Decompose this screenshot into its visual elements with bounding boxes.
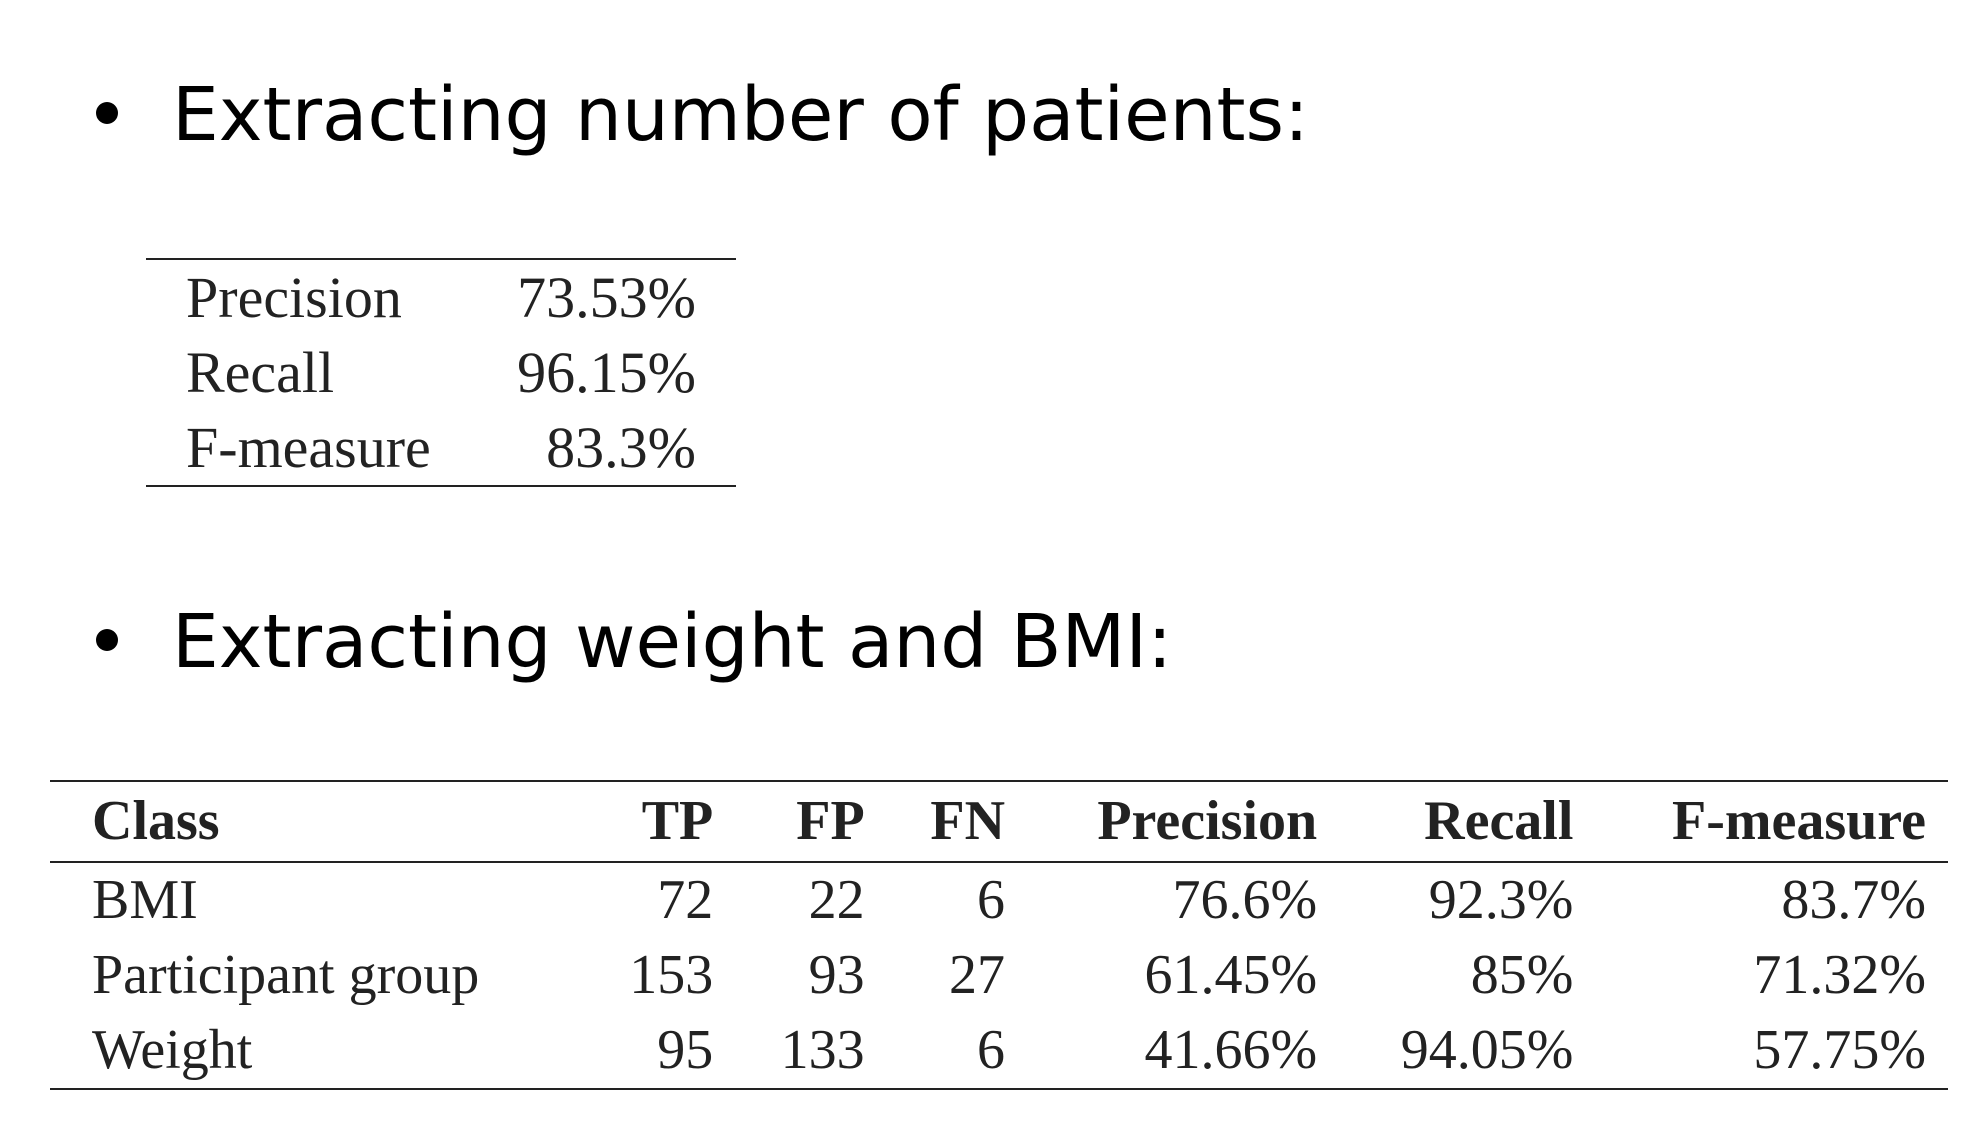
table-row: Weight 95 133 6 41.66% 94.05% 57.75% <box>50 1013 1948 1089</box>
bullet-weight-bmi: Extracting weight and BMI: <box>96 605 1172 679</box>
cell-recall: 94.05% <box>1400 1019 1574 1081</box>
weight-bmi-table: Class TP FP FN Precision Recall F-measur… <box>50 780 1948 1090</box>
bullet-text: Extracting weight and BMI: <box>172 599 1173 685</box>
metric-value: 96.15% <box>517 340 696 405</box>
metric-label: F-measure <box>186 415 431 480</box>
cell-fp: 133 <box>780 1019 865 1081</box>
cell-precision: 61.45% <box>1144 944 1318 1006</box>
header-recall: Recall <box>1339 781 1596 863</box>
header-class: Class <box>50 781 584 863</box>
metric-value: 73.53% <box>517 265 696 330</box>
metric-label: Recall <box>186 340 335 405</box>
cell-fp: 93 <box>808 944 865 1006</box>
cell-f-measure: 71.32% <box>1753 944 1926 1006</box>
table-row: BMI 72 22 6 76.6% 92.3% 83.7% <box>50 862 1948 938</box>
metric-label: Precision <box>186 265 402 330</box>
cell-f-measure: 57.75% <box>1753 1019 1926 1081</box>
table-row: F-measure 83.3% <box>146 410 736 486</box>
cell-precision: 76.6% <box>1172 869 1318 931</box>
table-row: Participant group 153 93 27 61.45% 85% 7… <box>50 938 1948 1013</box>
table-header-row: Class TP FP FN Precision Recall F-measur… <box>50 781 1948 863</box>
header-tp: TP <box>583 781 736 863</box>
cell-fn: 6 <box>977 869 1006 931</box>
cell-class: Participant group <box>92 944 480 1006</box>
header-fp: FP <box>735 781 887 863</box>
bullet-dot-icon <box>96 102 118 125</box>
cell-tp: 95 <box>657 1019 714 1081</box>
table-row: Precision 73.53% <box>146 259 736 335</box>
bullet-patients: Extracting number of patients: <box>96 78 1309 152</box>
patients-metrics-table: Precision 73.53% Recall 96.15% F-measure… <box>146 258 736 487</box>
table-row: Recall 96.15% <box>146 335 736 410</box>
cell-tp: 72 <box>657 869 714 931</box>
cell-fn: 6 <box>977 1019 1006 1081</box>
header-f-measure: F-measure <box>1595 781 1948 863</box>
cell-class: Weight <box>92 1019 253 1081</box>
cell-tp: 153 <box>629 944 714 1006</box>
header-fn: FN <box>886 781 1028 863</box>
metric-value: 83.3% <box>546 415 696 480</box>
cell-precision: 41.66% <box>1144 1019 1318 1081</box>
cell-fn: 27 <box>949 944 1006 1006</box>
cell-class: BMI <box>92 869 198 931</box>
bullet-dot-icon <box>96 629 118 652</box>
cell-f-measure: 83.7% <box>1781 869 1926 931</box>
cell-recall: 92.3% <box>1428 869 1574 931</box>
cell-recall: 85% <box>1470 944 1574 1006</box>
header-precision: Precision <box>1027 781 1340 863</box>
bullet-text: Extracting number of patients: <box>172 72 1309 158</box>
cell-fp: 22 <box>808 869 865 931</box>
